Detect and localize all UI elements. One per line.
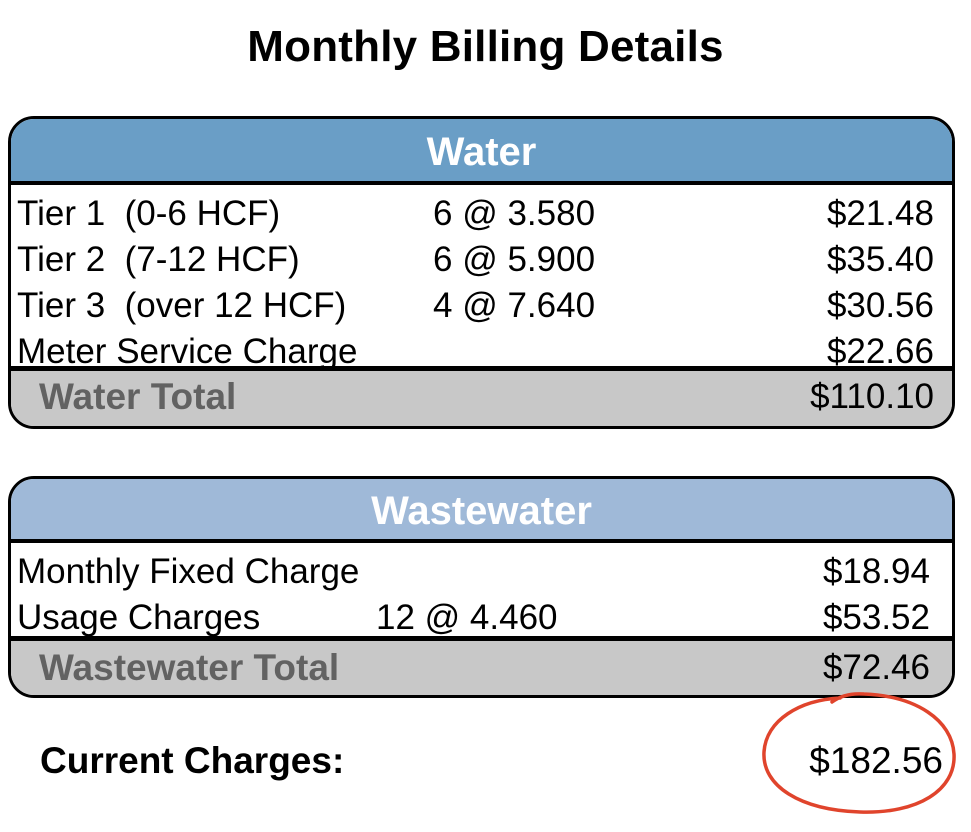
row-amount: $18.94: [822, 552, 930, 591]
water-total-value: $110.10: [810, 377, 934, 416]
table-row: Tier 2 (7-12 HCF) 6 @ 5.900 $35.40: [11, 237, 952, 283]
water-total-row: Water Total $110.10: [11, 366, 952, 426]
row-rate: 4 @ 7.640: [433, 286, 596, 325]
row-amount: $53.52: [822, 598, 930, 637]
row-label: Tier 1 (0-6 HCF): [17, 194, 281, 233]
water-header: Water: [11, 119, 952, 185]
water-total-label: Water Total: [39, 376, 237, 417]
table-row: Usage Charges 12 @ 4.460 $53.52: [11, 595, 952, 641]
table-row: Tier 1 (0-6 HCF) 6 @ 3.580 $21.48: [11, 191, 952, 237]
table-row: Meter Service Charge $22.66: [11, 329, 952, 375]
wastewater-header: Wastewater: [11, 479, 952, 543]
hand-drawn-circle-annotation: [762, 692, 956, 814]
wastewater-total-label: Wastewater Total: [39, 647, 340, 688]
row-label: Usage Charges: [17, 598, 261, 637]
table-row: Tier 3 (over 12 HCF) 4 @ 7.640 $30.56: [11, 283, 952, 329]
row-label: Tier 2 (7-12 HCF): [17, 240, 300, 279]
row-amount: $30.56: [826, 286, 934, 325]
wastewater-total-value: $72.46: [822, 648, 930, 687]
page-title: Monthly Billing Details: [247, 22, 724, 71]
row-rate: 6 @ 5.900: [433, 240, 596, 279]
row-amount: $22.66: [826, 332, 934, 371]
row-amount: $35.40: [826, 240, 934, 279]
row-label: Meter Service Charge: [17, 332, 358, 371]
row-label: Monthly Fixed Charge: [17, 552, 360, 591]
row-rate: 6 @ 3.580: [433, 194, 596, 233]
current-charges-label: Current Charges:: [40, 740, 345, 781]
table-row: Monthly Fixed Charge $18.94: [11, 549, 952, 595]
water-section: Water Tier 1 (0-6 HCF) 6 @ 3.580 $21.48 …: [8, 116, 955, 429]
row-label: Tier 3 (over 12 HCF): [17, 286, 347, 325]
row-rate: 12 @ 4.460: [376, 598, 558, 637]
current-charges-value: $182.56: [809, 740, 943, 781]
row-amount: $21.48: [826, 194, 934, 233]
wastewater-total-row: Wastewater Total $72.46: [11, 636, 952, 695]
wastewater-section: Wastewater Monthly Fixed Charge $18.94 U…: [8, 476, 955, 698]
